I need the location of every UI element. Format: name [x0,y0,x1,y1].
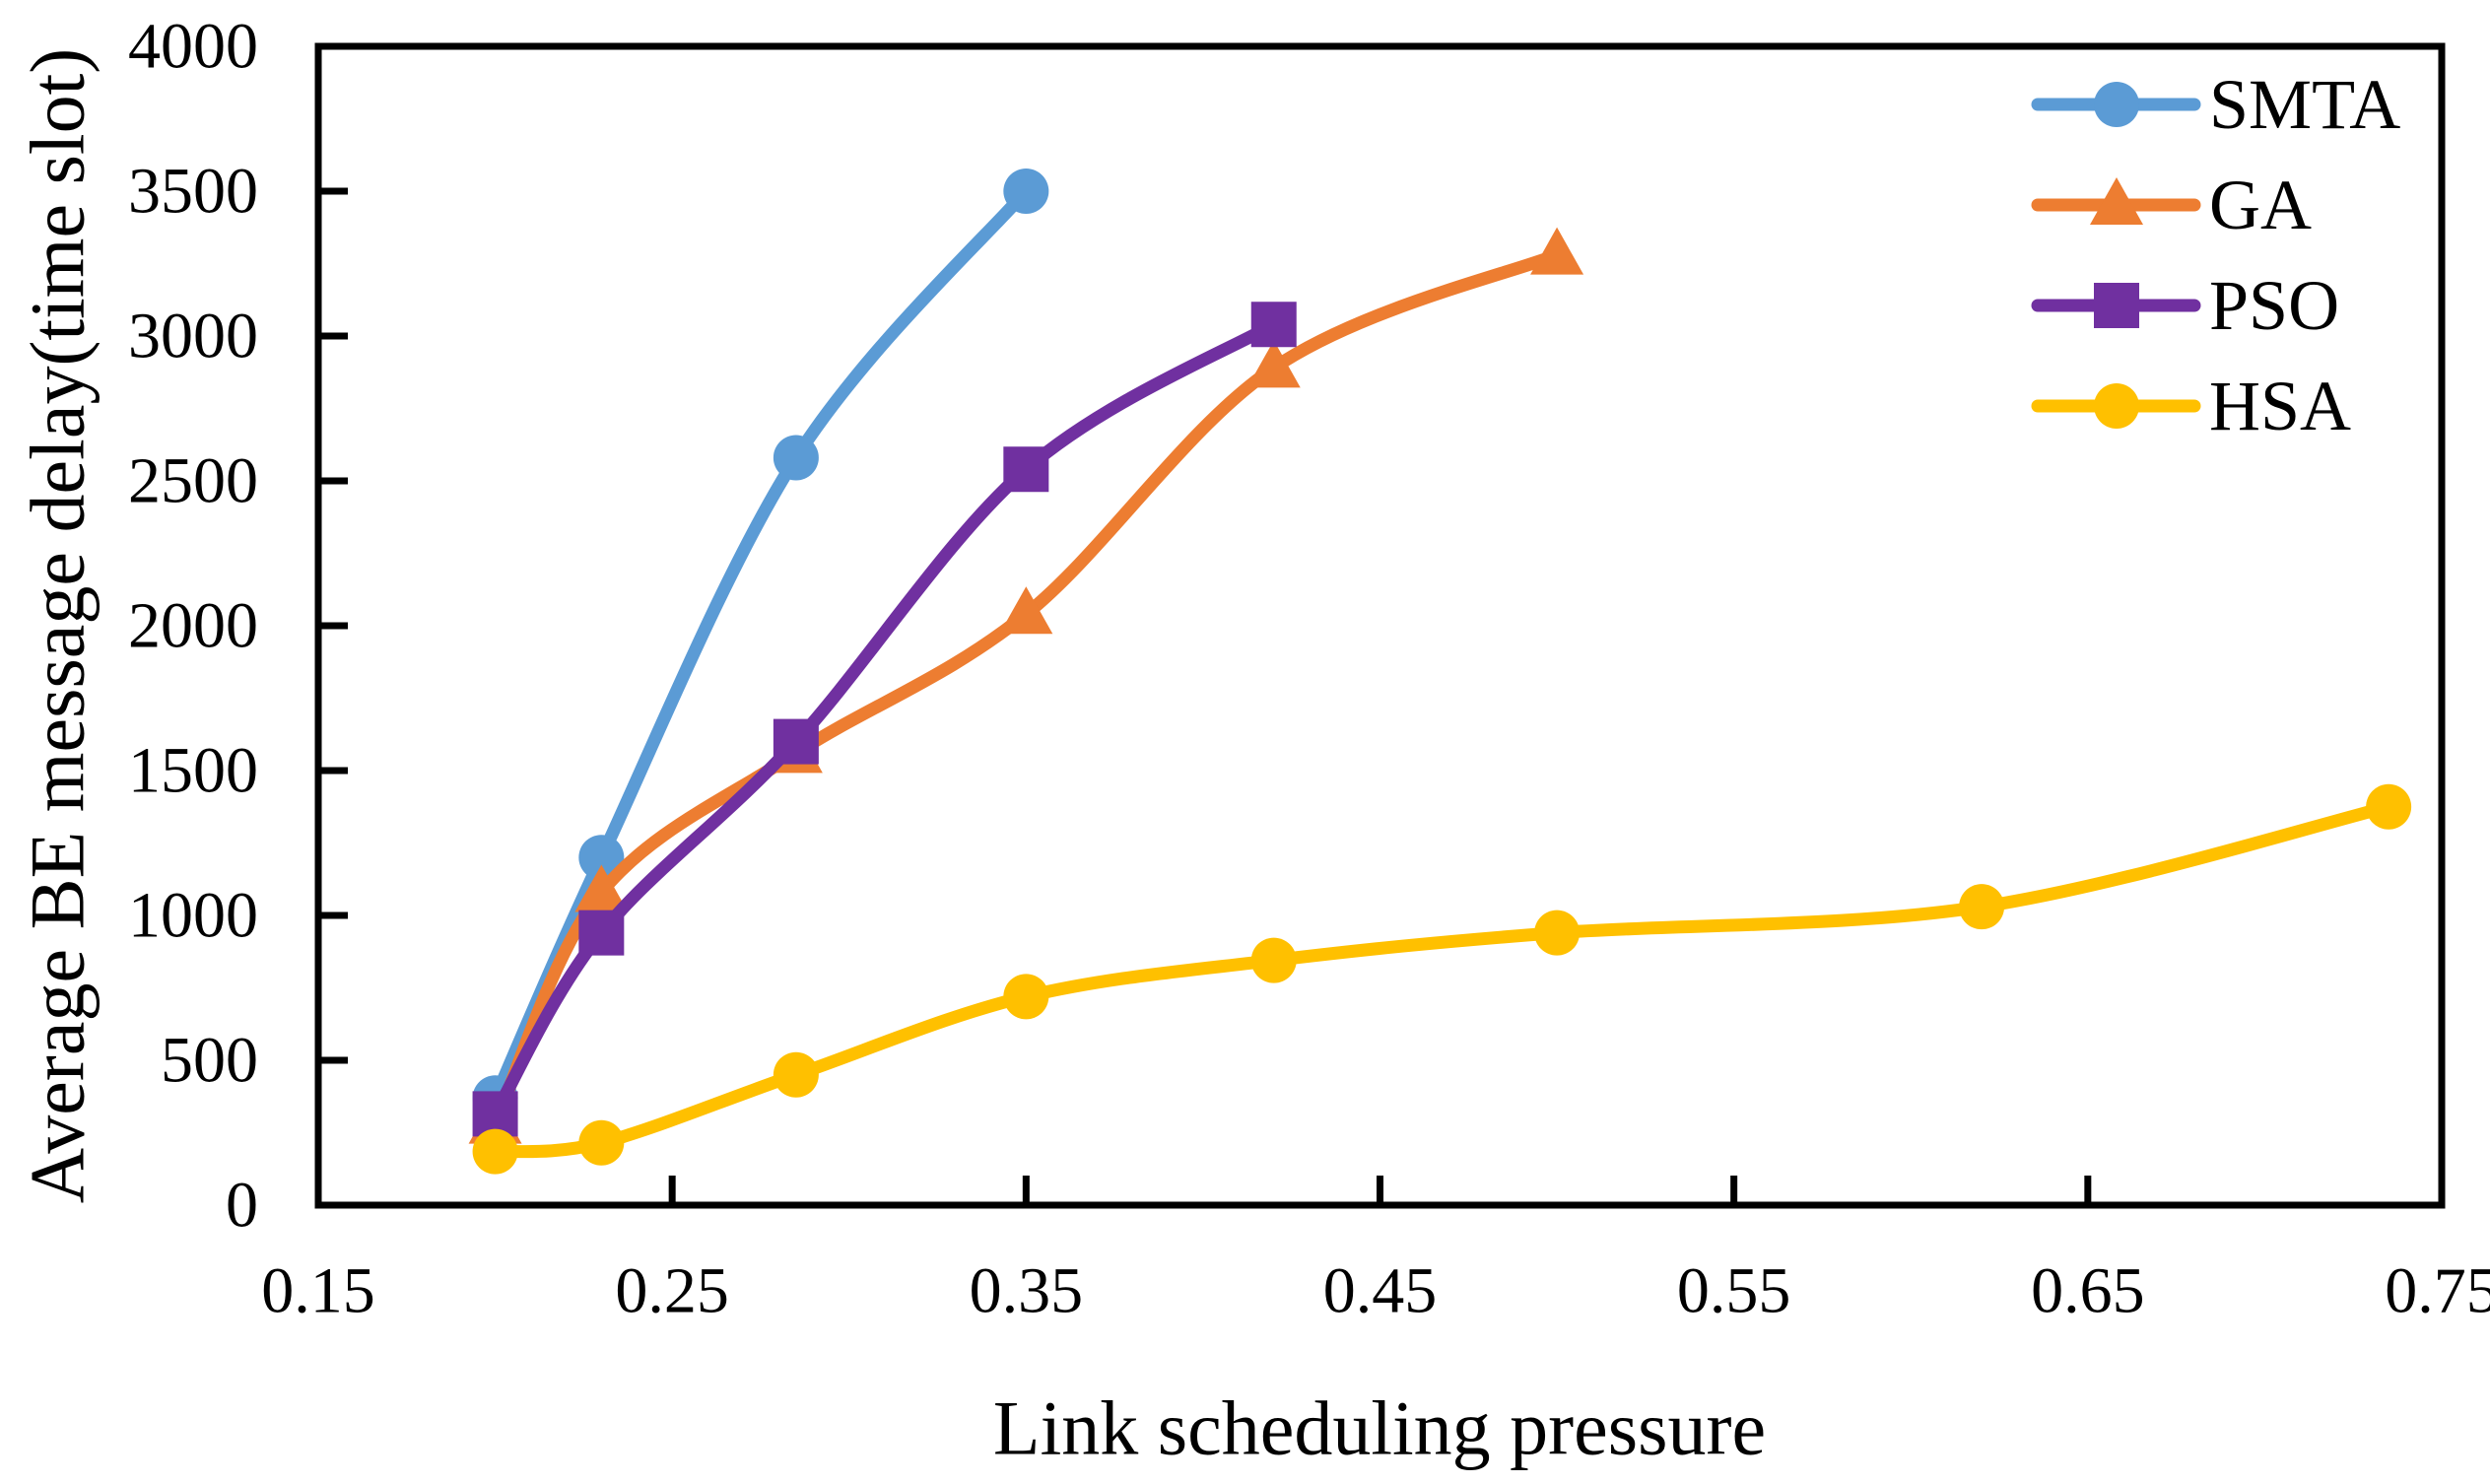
series-marker-GA [999,586,1053,635]
series-marker-GA [1246,340,1301,388]
series-marker-HSA [2366,783,2412,830]
y-tick-label: 1500 [128,735,258,807]
y-tick-label: 500 [161,1025,258,1097]
series-marker-PSO [773,718,819,765]
legend-label-GA: GA [2209,166,2312,244]
series-marker-GA [574,864,629,912]
y-tick-label: 0 [226,1170,258,1242]
y-tick-label: 3000 [128,301,258,372]
y-tick-label: 2000 [128,590,258,662]
x-tick-label: 0.55 [1677,1255,1791,1327]
legend-label-HSA: HSA [2209,367,2351,445]
x-tick-label: 0.35 [970,1255,1084,1327]
legend-marker-SMTA [2094,82,2139,127]
x-tick-label: 0.75 [2385,1255,2490,1327]
y-tick-label: 1000 [128,880,258,952]
series-marker-SMTA [1003,169,1049,214]
y-tick-label: 2500 [128,445,258,517]
x-tick-label: 0.45 [1323,1255,1438,1327]
series-marker-HSA [472,1128,518,1175]
series-marker-SMTA [773,435,819,481]
legend-label-PSO: PSO [2209,266,2339,345]
y-tick-label: 3500 [128,156,258,228]
series-marker-SMTA [578,835,625,881]
legend-label-SMTA: SMTA [2209,65,2400,144]
plot-area: 0 500 1000 1500 2000 2500 3000 3500 4000 0.15 0.25… [128,11,2490,1327]
series-layer [468,169,2412,1175]
series-marker-HSA [1250,937,1297,983]
legend-marker-PSO [2094,283,2139,328]
series-marker-HSA [1003,974,1049,1020]
series-marker-PSO [1003,446,1049,493]
legend-item-PSO: PSO [2031,266,2339,345]
series-marker-HSA [773,1051,819,1098]
series-HSA [472,783,2412,1175]
legend-marker-HSA [2094,383,2139,429]
y-axis-title: Average BE message delay(time slot) [15,48,101,1203]
legend-marker-GA [2090,177,2143,225]
legend-item-HSA: HSA [2031,367,2351,445]
x-tick-label: 0.15 [261,1255,375,1327]
series-marker-HSA [578,1119,625,1166]
series-marker-HSA [1959,884,2005,930]
x-tick-label: 0.65 [2031,1255,2145,1327]
y-tick-label: 4000 [128,11,258,83]
series-marker-PSO [1250,302,1297,348]
series-line-PSO [489,317,1281,1120]
legend-item-GA: GA [2031,166,2312,244]
series-PSO [472,302,1297,1137]
legend-item-SMTA: SMTA [2031,65,2400,144]
legend: SMTA GA PSO HSA [2031,65,2400,445]
x-axis-title: Link scheduling pressure [993,1385,1766,1471]
series-marker-HSA [1534,910,1581,956]
series-marker-GA [1530,227,1584,275]
x-tick-label: 0.25 [615,1255,729,1327]
series-line-HSA [489,800,2395,1159]
series-marker-PSO [578,910,625,956]
